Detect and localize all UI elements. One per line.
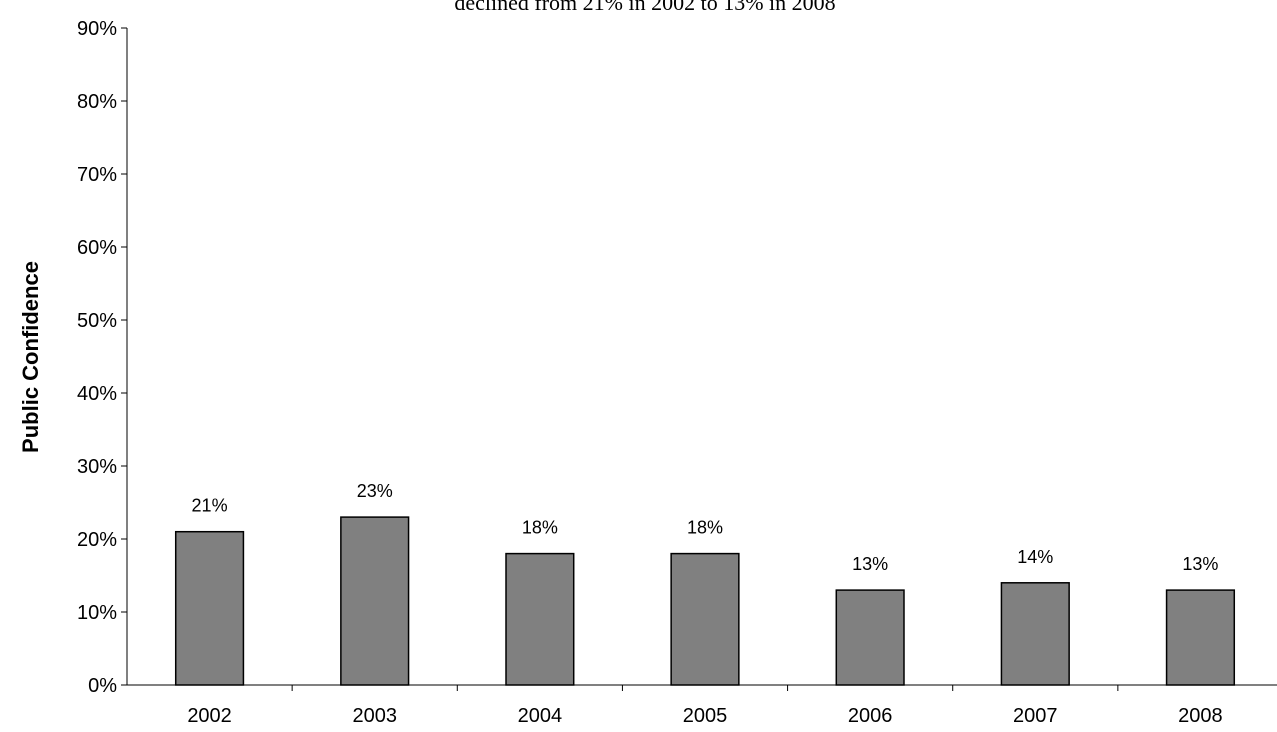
y-tick-label: 80% xyxy=(77,91,117,113)
y-tick-label: 30% xyxy=(77,456,117,478)
data-label-2005: 18% xyxy=(687,518,723,538)
y-tick-label: 90% xyxy=(77,18,117,40)
bar-2008 xyxy=(1165,589,1236,686)
chart-title: declined from 21% in 2002 to 13% in 2008 xyxy=(454,0,835,15)
x-tick-label-2004: 2004 xyxy=(518,705,563,727)
bar-2003 xyxy=(340,516,410,686)
x-tick-label-2002: 2002 xyxy=(187,705,232,727)
y-tick-label: 50% xyxy=(77,310,117,332)
bar-2005 xyxy=(670,552,740,686)
y-tick-label: 70% xyxy=(77,164,117,186)
bar-2007 xyxy=(1000,582,1070,686)
data-label-2003: 23% xyxy=(357,481,393,501)
x-tick-label-2007: 2007 xyxy=(1013,705,1058,727)
x-tick-label-2005: 2005 xyxy=(683,705,728,727)
data-label-2002: 21% xyxy=(192,496,228,516)
x-tick-label-2008: 2008 xyxy=(1178,705,1223,727)
data-label-2006: 13% xyxy=(852,554,888,574)
bar-2006 xyxy=(835,589,905,686)
y-tick-label: 40% xyxy=(77,383,117,405)
bars: 21% 23% 18% 18% 13% 14% 13% xyxy=(174,481,1236,686)
x-tick-label-2006: 2006 xyxy=(848,705,893,727)
data-label-2008: 13% xyxy=(1182,554,1218,574)
y-tick-label: 60% xyxy=(77,237,117,259)
y-axis-label: Public Confidence xyxy=(18,261,43,453)
data-label-2007: 14% xyxy=(1017,547,1053,567)
data-label-2004: 18% xyxy=(522,518,558,538)
bar-2004 xyxy=(505,552,575,686)
x-tick-label-2003: 2003 xyxy=(352,705,397,727)
y-tick-label: 0% xyxy=(88,675,117,697)
bar-2002 xyxy=(174,530,245,686)
y-tick-label: 20% xyxy=(77,529,117,551)
y-tick-label: 10% xyxy=(77,602,117,624)
x-axis: 2002 2003 2004 2005 2006 2007 2008 xyxy=(187,685,1223,727)
y-axis: 0% 10% 20% 30% 40% 50% 60% 70% 80% 90% xyxy=(77,18,127,697)
